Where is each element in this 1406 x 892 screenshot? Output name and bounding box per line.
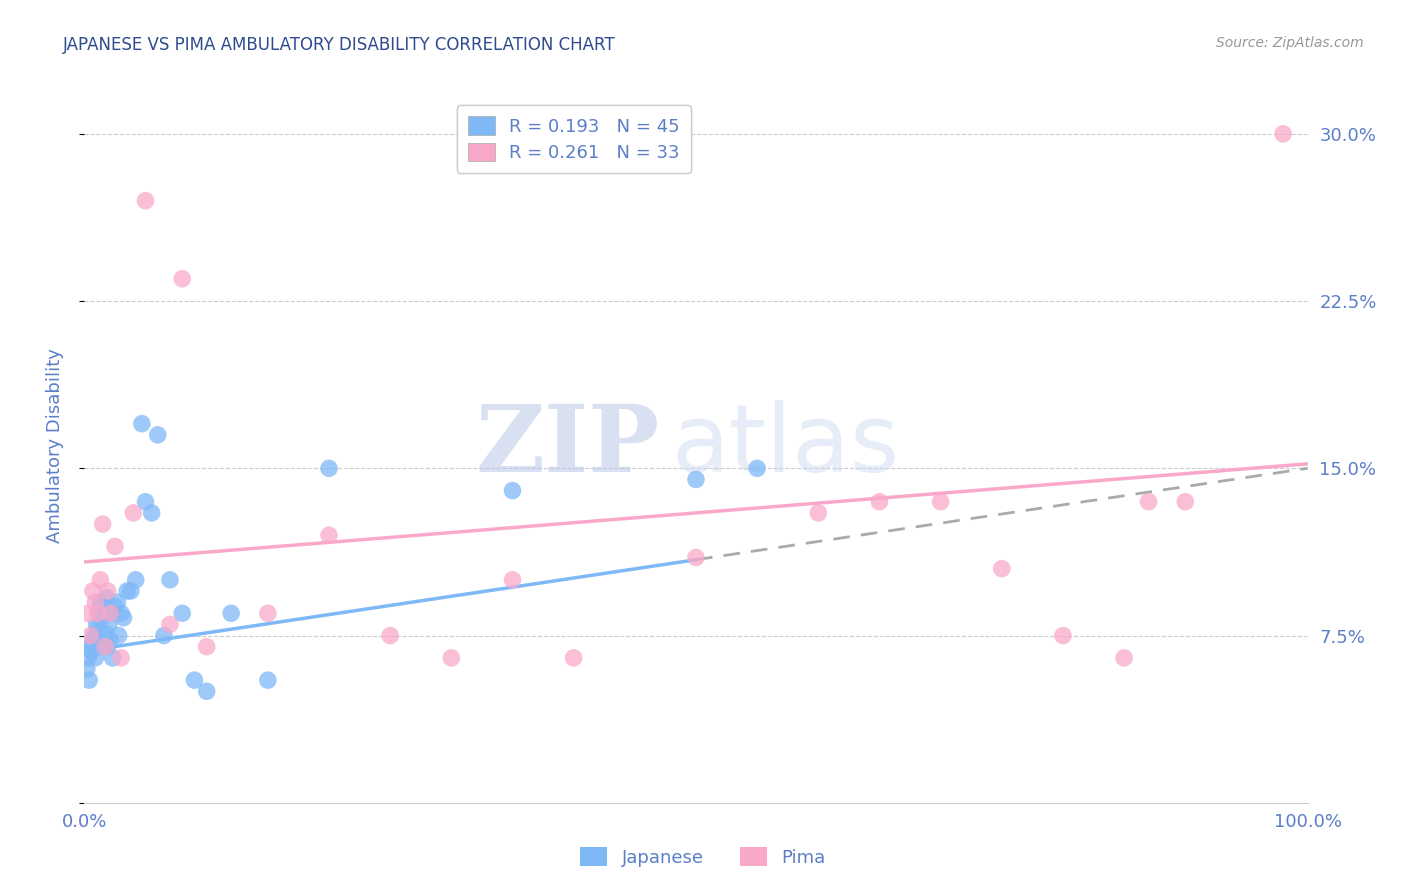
Y-axis label: Ambulatory Disability: Ambulatory Disability bbox=[45, 349, 63, 543]
Point bbox=[80, 644, 103, 658]
Point bbox=[1052, 628, 1074, 642]
Point bbox=[79, 628, 101, 642]
Point bbox=[89, 573, 111, 587]
Point bbox=[97, 583, 120, 598]
Text: JAPANESE VS PIMA AMBULATORY DISABILITY CORRELATION CHART: JAPANESE VS PIMA AMBULATORY DISABILITY C… bbox=[63, 36, 616, 54]
Point bbox=[172, 271, 194, 285]
Point bbox=[380, 628, 402, 642]
Point bbox=[120, 583, 142, 598]
Point bbox=[87, 607, 110, 621]
Point bbox=[84, 651, 107, 665]
Point bbox=[125, 573, 148, 587]
Point bbox=[77, 651, 100, 665]
Legend: Japanese, Pima: Japanese, Pima bbox=[574, 840, 832, 874]
Point bbox=[685, 473, 707, 487]
Point bbox=[257, 607, 280, 621]
Point bbox=[1272, 127, 1295, 141]
Point bbox=[94, 626, 117, 640]
Point bbox=[82, 583, 104, 598]
Point bbox=[79, 640, 101, 654]
Point bbox=[131, 417, 153, 431]
Point bbox=[1174, 494, 1197, 508]
Point bbox=[115, 583, 138, 598]
Point bbox=[97, 617, 120, 632]
Point bbox=[86, 617, 108, 632]
Point bbox=[96, 591, 118, 605]
Point bbox=[929, 494, 952, 508]
Point bbox=[440, 651, 463, 665]
Point bbox=[869, 494, 891, 508]
Point bbox=[87, 607, 110, 621]
Point bbox=[77, 607, 100, 621]
Point bbox=[318, 528, 340, 542]
Point bbox=[502, 483, 524, 498]
Point bbox=[97, 640, 120, 654]
Point bbox=[195, 684, 218, 698]
Point bbox=[83, 628, 105, 642]
Point bbox=[257, 673, 280, 687]
Point bbox=[84, 595, 107, 609]
Point bbox=[98, 607, 121, 621]
Text: atlas: atlas bbox=[672, 400, 900, 492]
Point bbox=[219, 607, 242, 621]
Point bbox=[159, 573, 181, 587]
Point bbox=[93, 640, 115, 654]
Point bbox=[747, 461, 769, 475]
Point bbox=[104, 539, 127, 553]
Point bbox=[100, 607, 122, 621]
Point bbox=[1114, 651, 1136, 665]
Point bbox=[807, 506, 830, 520]
Point bbox=[101, 651, 124, 665]
Text: Source: ZipAtlas.com: Source: ZipAtlas.com bbox=[1216, 36, 1364, 50]
Point bbox=[89, 595, 111, 609]
Point bbox=[195, 640, 218, 654]
Point bbox=[104, 599, 127, 614]
Point bbox=[159, 617, 181, 632]
Point bbox=[991, 562, 1014, 576]
Point bbox=[91, 516, 114, 531]
Point bbox=[153, 628, 176, 642]
Point bbox=[135, 494, 157, 508]
Point bbox=[172, 607, 194, 621]
Point bbox=[135, 194, 157, 208]
Legend: R = 0.193   N = 45, R = 0.261   N = 33: R = 0.193 N = 45, R = 0.261 N = 33 bbox=[457, 105, 690, 173]
Point bbox=[107, 628, 129, 642]
Point bbox=[94, 640, 117, 654]
Point bbox=[562, 651, 585, 665]
Point bbox=[98, 633, 121, 648]
Point bbox=[90, 610, 112, 624]
Point bbox=[110, 607, 132, 621]
Point bbox=[318, 461, 340, 475]
Point bbox=[110, 651, 132, 665]
Text: ZIP: ZIP bbox=[475, 401, 659, 491]
Point bbox=[112, 610, 135, 624]
Point bbox=[77, 673, 100, 687]
Point bbox=[82, 635, 104, 649]
Point bbox=[685, 550, 707, 565]
Point bbox=[122, 506, 145, 520]
Point bbox=[76, 662, 98, 676]
Point bbox=[141, 506, 163, 520]
Point bbox=[87, 622, 110, 636]
Point bbox=[105, 595, 128, 609]
Point bbox=[1137, 494, 1160, 508]
Point bbox=[502, 573, 524, 587]
Point bbox=[146, 427, 169, 442]
Point bbox=[91, 599, 114, 614]
Point bbox=[183, 673, 205, 687]
